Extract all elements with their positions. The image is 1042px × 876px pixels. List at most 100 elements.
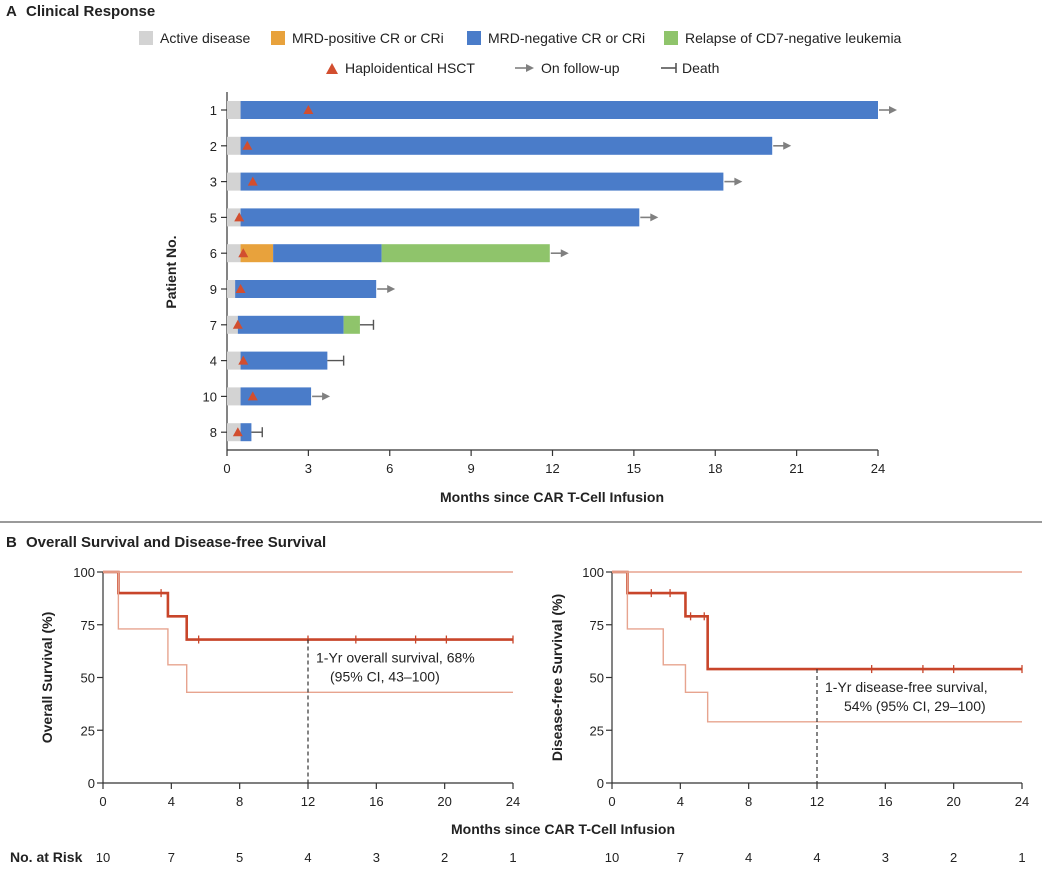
follow-up-arrow-icon [783, 141, 792, 150]
km-estimate-line [612, 570, 1022, 671]
annotation-line-2: (95% CI, 43–100) [330, 669, 440, 685]
bar-segment-mrd_neg [240, 172, 724, 191]
hsct-triangle-icon [326, 63, 338, 74]
patient-row: 9 [210, 280, 396, 298]
risk-count: 1 [1018, 850, 1025, 865]
legend-swatch-mrd-negative [467, 31, 481, 45]
hsct-triangle-icon [232, 319, 243, 329]
annotation-line-1: 1-Yr overall survival, 68% [316, 650, 475, 666]
y-tick-label: 75 [590, 618, 604, 633]
risk-count: 7 [677, 850, 684, 865]
x-tick-label: 4 [677, 794, 684, 809]
x-tick-label: 12 [545, 461, 559, 476]
patient-label: 7 [210, 318, 217, 333]
bar-segment-active [227, 351, 241, 370]
annotation-line-2: 54% (95% CI, 29–100) [844, 698, 986, 714]
bar-segment-mrd_neg [240, 136, 773, 155]
legend-label-follow-up: On follow-up [541, 60, 620, 76]
patient-row: 1 [210, 101, 897, 119]
x-tick-label: 16 [369, 794, 383, 809]
x-tick-label: 0 [99, 794, 106, 809]
patient-label: 5 [210, 210, 217, 225]
risk-count: 10 [605, 850, 619, 865]
bar-segment-relapse [381, 244, 550, 263]
x-tick-label: 6 [386, 461, 393, 476]
bar-segment-active [227, 280, 236, 298]
patient-label: 9 [210, 282, 217, 297]
bar-segment-mrd_neg [235, 280, 377, 298]
bar-segment-mrd_neg [240, 387, 312, 406]
patient-row: 6 [210, 244, 569, 263]
patient-row: 4 [210, 351, 345, 370]
follow-up-arrow-icon [734, 177, 743, 186]
panel-a-title: Clinical Response [26, 3, 155, 20]
hsct-triangle-icon [238, 248, 249, 258]
y-axis-title: Disease-free Survival (%) [549, 594, 565, 761]
x-tick-label: 0 [223, 461, 230, 476]
y-tick-label: 25 [590, 723, 604, 738]
x-tick-label: 8 [236, 794, 243, 809]
risk-count: 5 [236, 850, 243, 865]
patient-row: 7 [210, 315, 375, 334]
x-tick-label: 12 [810, 794, 824, 809]
risk-count: 4 [745, 850, 752, 865]
bar-segment-mrd_neg [240, 208, 640, 227]
patient-row: 3 [210, 172, 743, 191]
y-tick-label: 50 [81, 671, 95, 686]
bar-segment-mrd_pos [240, 244, 274, 263]
risk-count: 3 [373, 850, 380, 865]
x-tick-label: 12 [301, 794, 315, 809]
risk-count: 3 [882, 850, 889, 865]
patient-label: 3 [210, 175, 217, 190]
x-tick-label: 24 [506, 794, 520, 809]
y-tick-label: 0 [88, 776, 95, 791]
bar-segment-active [227, 315, 238, 334]
legend-label-hsct: Haploidentical HSCT [345, 60, 475, 76]
patient-row: 5 [210, 208, 659, 227]
panel-a-label: A [6, 3, 17, 20]
patient-row: 10 [203, 387, 331, 406]
bar-segment-mrd_neg [240, 101, 878, 119]
bar-segment-active [227, 208, 241, 227]
y-tick-label: 75 [81, 618, 95, 633]
y-tick-label: 25 [81, 723, 95, 738]
bar-segment-active [227, 244, 241, 263]
legend-swatch-mrd-positive [271, 31, 285, 45]
y-tick-label: 0 [597, 776, 604, 791]
follow-up-arrow-icon [560, 249, 569, 258]
x-tick-label: 16 [878, 794, 892, 809]
risk-count: 10 [96, 850, 110, 865]
legend-swatch-active [139, 31, 153, 45]
follow-up-arrow-icon [889, 106, 897, 114]
hsct-triangle-icon [235, 284, 246, 293]
risk-count: 7 [168, 850, 175, 865]
patient-row: 2 [210, 136, 792, 155]
follow-up-arrow-icon [650, 213, 659, 222]
x-tick-label: 24 [871, 461, 885, 476]
follow-up-arrow-icon [387, 285, 396, 293]
risk-table: 10 7 5 4 3 2 1 10 7 4 4 3 2 1 [96, 850, 1026, 865]
x-tick-label: 4 [168, 794, 175, 809]
legend-label-mrd-positive: MRD-positive CR or CRi [292, 30, 444, 46]
hsct-triangle-icon [303, 105, 314, 114]
patient-label: 8 [210, 425, 217, 440]
legend-label-relapse: Relapse of CD7-negative leukemia [685, 30, 902, 46]
follow-up-arrow-icon [322, 392, 331, 401]
risk-count: 4 [304, 850, 311, 865]
panel-b-label: B [6, 534, 17, 551]
y-tick-label: 100 [73, 565, 95, 580]
follow-up-arrow-icon [515, 64, 534, 72]
hsct-triangle-icon [247, 391, 258, 401]
hsct-triangle-icon [242, 140, 253, 150]
x-tick-label: 24 [1015, 794, 1029, 809]
patient-row: 8 [210, 423, 263, 442]
legend-label-death: Death [682, 60, 719, 76]
risk-count: 2 [950, 850, 957, 865]
x-tick-label: 3 [305, 461, 312, 476]
bar-segment-active [227, 136, 241, 155]
km-ci-lower-line [612, 571, 1022, 723]
hsct-triangle-icon [238, 355, 249, 365]
x-tick-label: 21 [789, 461, 803, 476]
bar-segment-mrd_neg [237, 315, 344, 334]
